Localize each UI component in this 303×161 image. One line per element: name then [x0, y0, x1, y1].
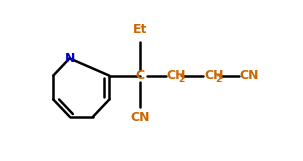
Text: C: C — [135, 69, 145, 82]
Text: CN: CN — [239, 69, 259, 82]
Text: CN: CN — [130, 111, 150, 124]
Text: CH: CH — [204, 69, 224, 82]
Text: 2: 2 — [216, 75, 222, 84]
Text: 2: 2 — [178, 75, 184, 84]
Text: CH: CH — [167, 69, 186, 82]
Text: N: N — [65, 52, 75, 65]
Text: Et: Et — [133, 23, 147, 36]
